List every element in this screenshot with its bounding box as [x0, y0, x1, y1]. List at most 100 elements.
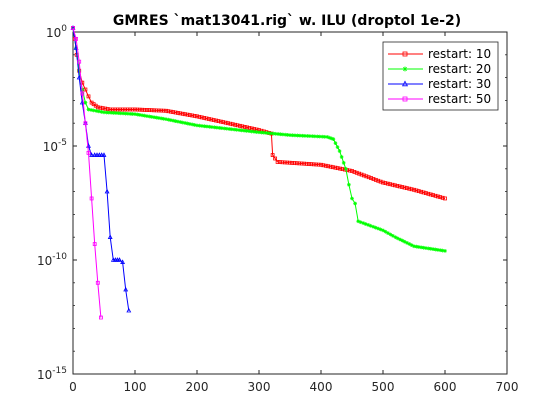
data-point	[233, 122, 238, 127]
data-point	[76, 74, 82, 80]
data-point	[307, 134, 312, 138]
y-tick-base: 10	[37, 254, 52, 268]
legend-item: restart: 30	[388, 77, 491, 91]
data-point	[107, 234, 113, 239]
data-point	[195, 123, 199, 128]
data-point	[440, 248, 445, 253]
data-point	[108, 107, 113, 112]
data-point	[166, 109, 171, 114]
data-point	[128, 107, 132, 112]
data-point	[126, 307, 132, 313]
data-point	[282, 160, 287, 165]
data-point	[183, 112, 187, 117]
data-point	[137, 107, 142, 112]
data-point	[96, 109, 101, 114]
data-point	[314, 162, 319, 167]
data-point	[217, 126, 222, 130]
data-point	[178, 111, 183, 116]
data-point	[364, 174, 369, 179]
data-point	[335, 166, 340, 171]
data-point	[376, 178, 381, 183]
legend-item: restart: 20	[388, 62, 491, 76]
data-point	[385, 181, 390, 186]
y-tick-label: 10-10	[37, 252, 67, 268]
data-point	[428, 246, 433, 251]
data-point	[235, 123, 240, 128]
data-point	[402, 51, 408, 57]
data-point	[388, 182, 393, 187]
data-point	[74, 36, 78, 41]
data-point	[395, 183, 400, 188]
data-point	[166, 117, 171, 122]
series-4	[71, 26, 103, 320]
data-point	[89, 152, 95, 157]
data-point	[221, 120, 226, 125]
data-point	[402, 66, 408, 72]
data-point	[83, 121, 88, 126]
data-point	[326, 164, 331, 169]
data-point	[202, 124, 207, 129]
data-point	[91, 108, 96, 113]
y-tick-label: 10-15	[37, 366, 67, 382]
data-point	[149, 108, 154, 113]
data-point	[195, 114, 199, 119]
data-point	[412, 187, 416, 192]
data-point	[86, 94, 91, 99]
data-point	[228, 121, 233, 126]
data-point	[95, 280, 100, 285]
data-point	[83, 100, 88, 105]
data-point	[438, 195, 443, 200]
data-point	[404, 186, 409, 191]
data-point	[416, 189, 421, 194]
data-point	[159, 108, 164, 113]
data-point	[125, 107, 130, 112]
data-point	[359, 172, 364, 177]
data-point	[113, 107, 118, 112]
data-point	[216, 119, 221, 123]
y-tick-label: 100	[46, 24, 67, 40]
y-tick-base: 10	[37, 368, 52, 382]
data-point	[123, 286, 129, 292]
data-point	[294, 161, 299, 166]
data-point	[171, 110, 176, 114]
data-point	[347, 168, 352, 173]
data-point	[424, 246, 428, 250]
data-point	[393, 183, 397, 188]
data-point	[273, 156, 278, 161]
data-point	[270, 153, 275, 157]
x-tick-label: 400	[310, 380, 333, 394]
data-point	[199, 115, 204, 120]
data-point	[238, 123, 242, 128]
data-point	[218, 119, 223, 124]
data-point	[161, 108, 166, 113]
data-point	[133, 112, 137, 117]
data-point	[80, 91, 85, 96]
x-tick-label: 300	[248, 380, 271, 394]
data-point	[292, 161, 297, 165]
data-point	[121, 111, 125, 116]
data-point	[414, 188, 419, 193]
data-point	[407, 186, 412, 191]
data-point	[295, 133, 300, 138]
data-point	[135, 112, 140, 117]
data-point	[287, 160, 292, 165]
legend-label: restart: 30	[428, 77, 491, 91]
x-tick-label: 0	[69, 380, 77, 394]
data-point	[383, 181, 388, 185]
data-point	[443, 249, 447, 253]
data-point	[120, 107, 125, 112]
data-point	[89, 108, 93, 112]
data-point	[133, 107, 137, 112]
x-tick-label: 500	[372, 380, 395, 394]
x-tick-label: 100	[124, 380, 147, 394]
legend-label: restart: 10	[428, 47, 491, 61]
data-point	[197, 114, 202, 119]
data-point	[299, 161, 304, 166]
legend-label: restart: 50	[428, 92, 491, 106]
data-point	[207, 117, 211, 121]
data-point	[154, 108, 159, 113]
data-point	[331, 137, 336, 142]
data-point	[311, 162, 316, 167]
